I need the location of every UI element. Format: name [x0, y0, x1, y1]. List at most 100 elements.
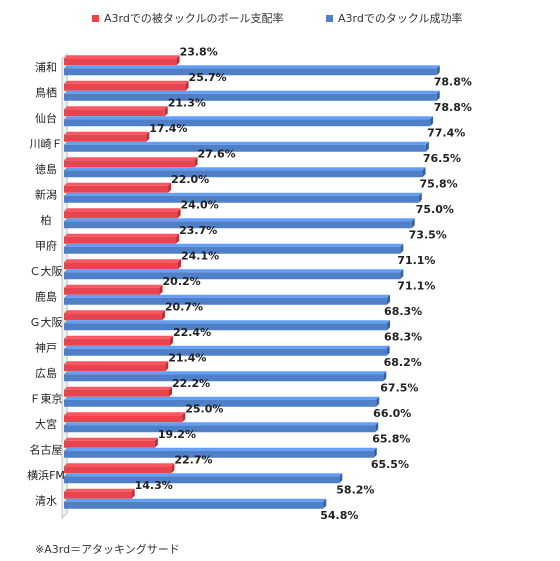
data-label: 73.5% [409, 228, 447, 241]
bar-end-face [154, 437, 158, 448]
data-label: 14.3% [135, 479, 173, 492]
data-label: 21.3% [168, 96, 206, 109]
category-label: 仙台 [35, 111, 57, 125]
bar-end-face [376, 396, 380, 407]
category-label: Ｇ大阪 [30, 315, 63, 329]
data-label: 23.7% [179, 224, 217, 237]
bar-end-face [383, 371, 387, 382]
bar [64, 287, 160, 295]
data-label: 68.2% [384, 356, 422, 369]
data-label: 25.7% [189, 71, 227, 84]
bar [64, 466, 172, 474]
bar-top-face [64, 447, 377, 451]
bar-end-face [425, 141, 429, 152]
data-label: 22.7% [174, 453, 212, 466]
bar-end-face [422, 167, 426, 178]
bar [64, 272, 401, 280]
legend-label-possession: A3rdでの被タックルのボール支配率 [104, 12, 284, 25]
bar-top-face [64, 218, 415, 222]
category-label: 鳥栖 [35, 85, 57, 99]
bar-top-face [64, 310, 165, 314]
bar-top-face [64, 386, 173, 390]
bar-top-face [64, 396, 380, 400]
bar-end-face [131, 488, 135, 499]
bar-end-face [176, 55, 180, 66]
bar-end-face [164, 106, 168, 117]
bar-end-face [387, 294, 391, 305]
bar [64, 440, 155, 448]
category-label: 甲府 [35, 238, 57, 252]
bar [64, 338, 170, 346]
bar-end-face [185, 80, 189, 91]
data-label: 71.1% [397, 279, 435, 292]
data-label: 22.2% [172, 377, 210, 390]
data-label: 24.0% [181, 198, 219, 211]
data-label: 65.8% [372, 432, 410, 445]
bar-end-face [176, 233, 180, 244]
data-label: 20.7% [165, 300, 203, 313]
bar [64, 374, 384, 382]
data-label: 24.1% [181, 249, 219, 262]
bar-end-face [194, 157, 198, 168]
bar [64, 109, 165, 117]
data-label: 17.4% [149, 122, 187, 135]
bar [64, 348, 387, 356]
bar-end-face [161, 310, 165, 321]
category-label: 浦和 [35, 61, 57, 74]
bar-top-face [64, 345, 390, 349]
bar-top-face [64, 243, 404, 247]
bar [64, 221, 412, 229]
data-label: 75.8% [420, 177, 458, 190]
bar [64, 134, 147, 142]
bar [64, 262, 178, 270]
category-label: 神戸 [35, 340, 57, 354]
bar [64, 399, 377, 407]
bar [64, 170, 423, 178]
bar [64, 297, 388, 305]
bar-end-face [375, 422, 379, 433]
bar [64, 119, 431, 127]
data-label: 68.3% [384, 305, 422, 318]
bar-top-face [64, 90, 440, 94]
data-label: 75.0% [416, 203, 454, 216]
bar-end-face [418, 192, 422, 203]
bar-end-face [411, 218, 415, 229]
bar-end-face [177, 259, 181, 270]
bar [64, 323, 388, 331]
bar [64, 144, 426, 152]
bar-top-face [64, 192, 422, 196]
bar [64, 476, 340, 484]
bar-top-face [64, 65, 440, 69]
data-label: 21.4% [168, 351, 206, 364]
bar-top-face [64, 182, 172, 186]
bar [64, 236, 177, 244]
bar-top-face [64, 80, 189, 84]
bar-top-face [64, 157, 198, 161]
data-label: 71.1% [397, 254, 435, 267]
data-label: 58.2% [336, 483, 374, 496]
data-label: 77.4% [427, 126, 465, 139]
data-label: 76.5% [423, 152, 461, 165]
bar-end-face [436, 90, 440, 101]
data-label: 23.8% [180, 45, 218, 58]
bar-top-face [64, 141, 429, 145]
category-label: 徳島 [35, 162, 57, 176]
bar-top-face [64, 498, 327, 502]
category-label: 新潟 [35, 187, 57, 201]
bar [64, 501, 324, 509]
bar-top-face [64, 473, 343, 477]
legend-item-possession: A3rdでの被タックルのボール支配率 [92, 10, 284, 26]
data-label: 27.6% [198, 147, 236, 160]
bar-end-face [169, 335, 173, 346]
bar-top-face [64, 335, 173, 339]
bar [64, 93, 437, 101]
bar-top-face [64, 361, 169, 365]
data-label: 22.0% [171, 173, 209, 186]
data-label: 65.5% [371, 458, 409, 471]
bar-top-face [64, 167, 426, 171]
bar [64, 246, 401, 254]
data-label: 54.8% [320, 509, 358, 522]
bar-end-face [169, 386, 173, 397]
bar-top-face [64, 412, 186, 416]
legend-label-tackle-success: A3rdでのタックル成功率 [338, 12, 463, 25]
